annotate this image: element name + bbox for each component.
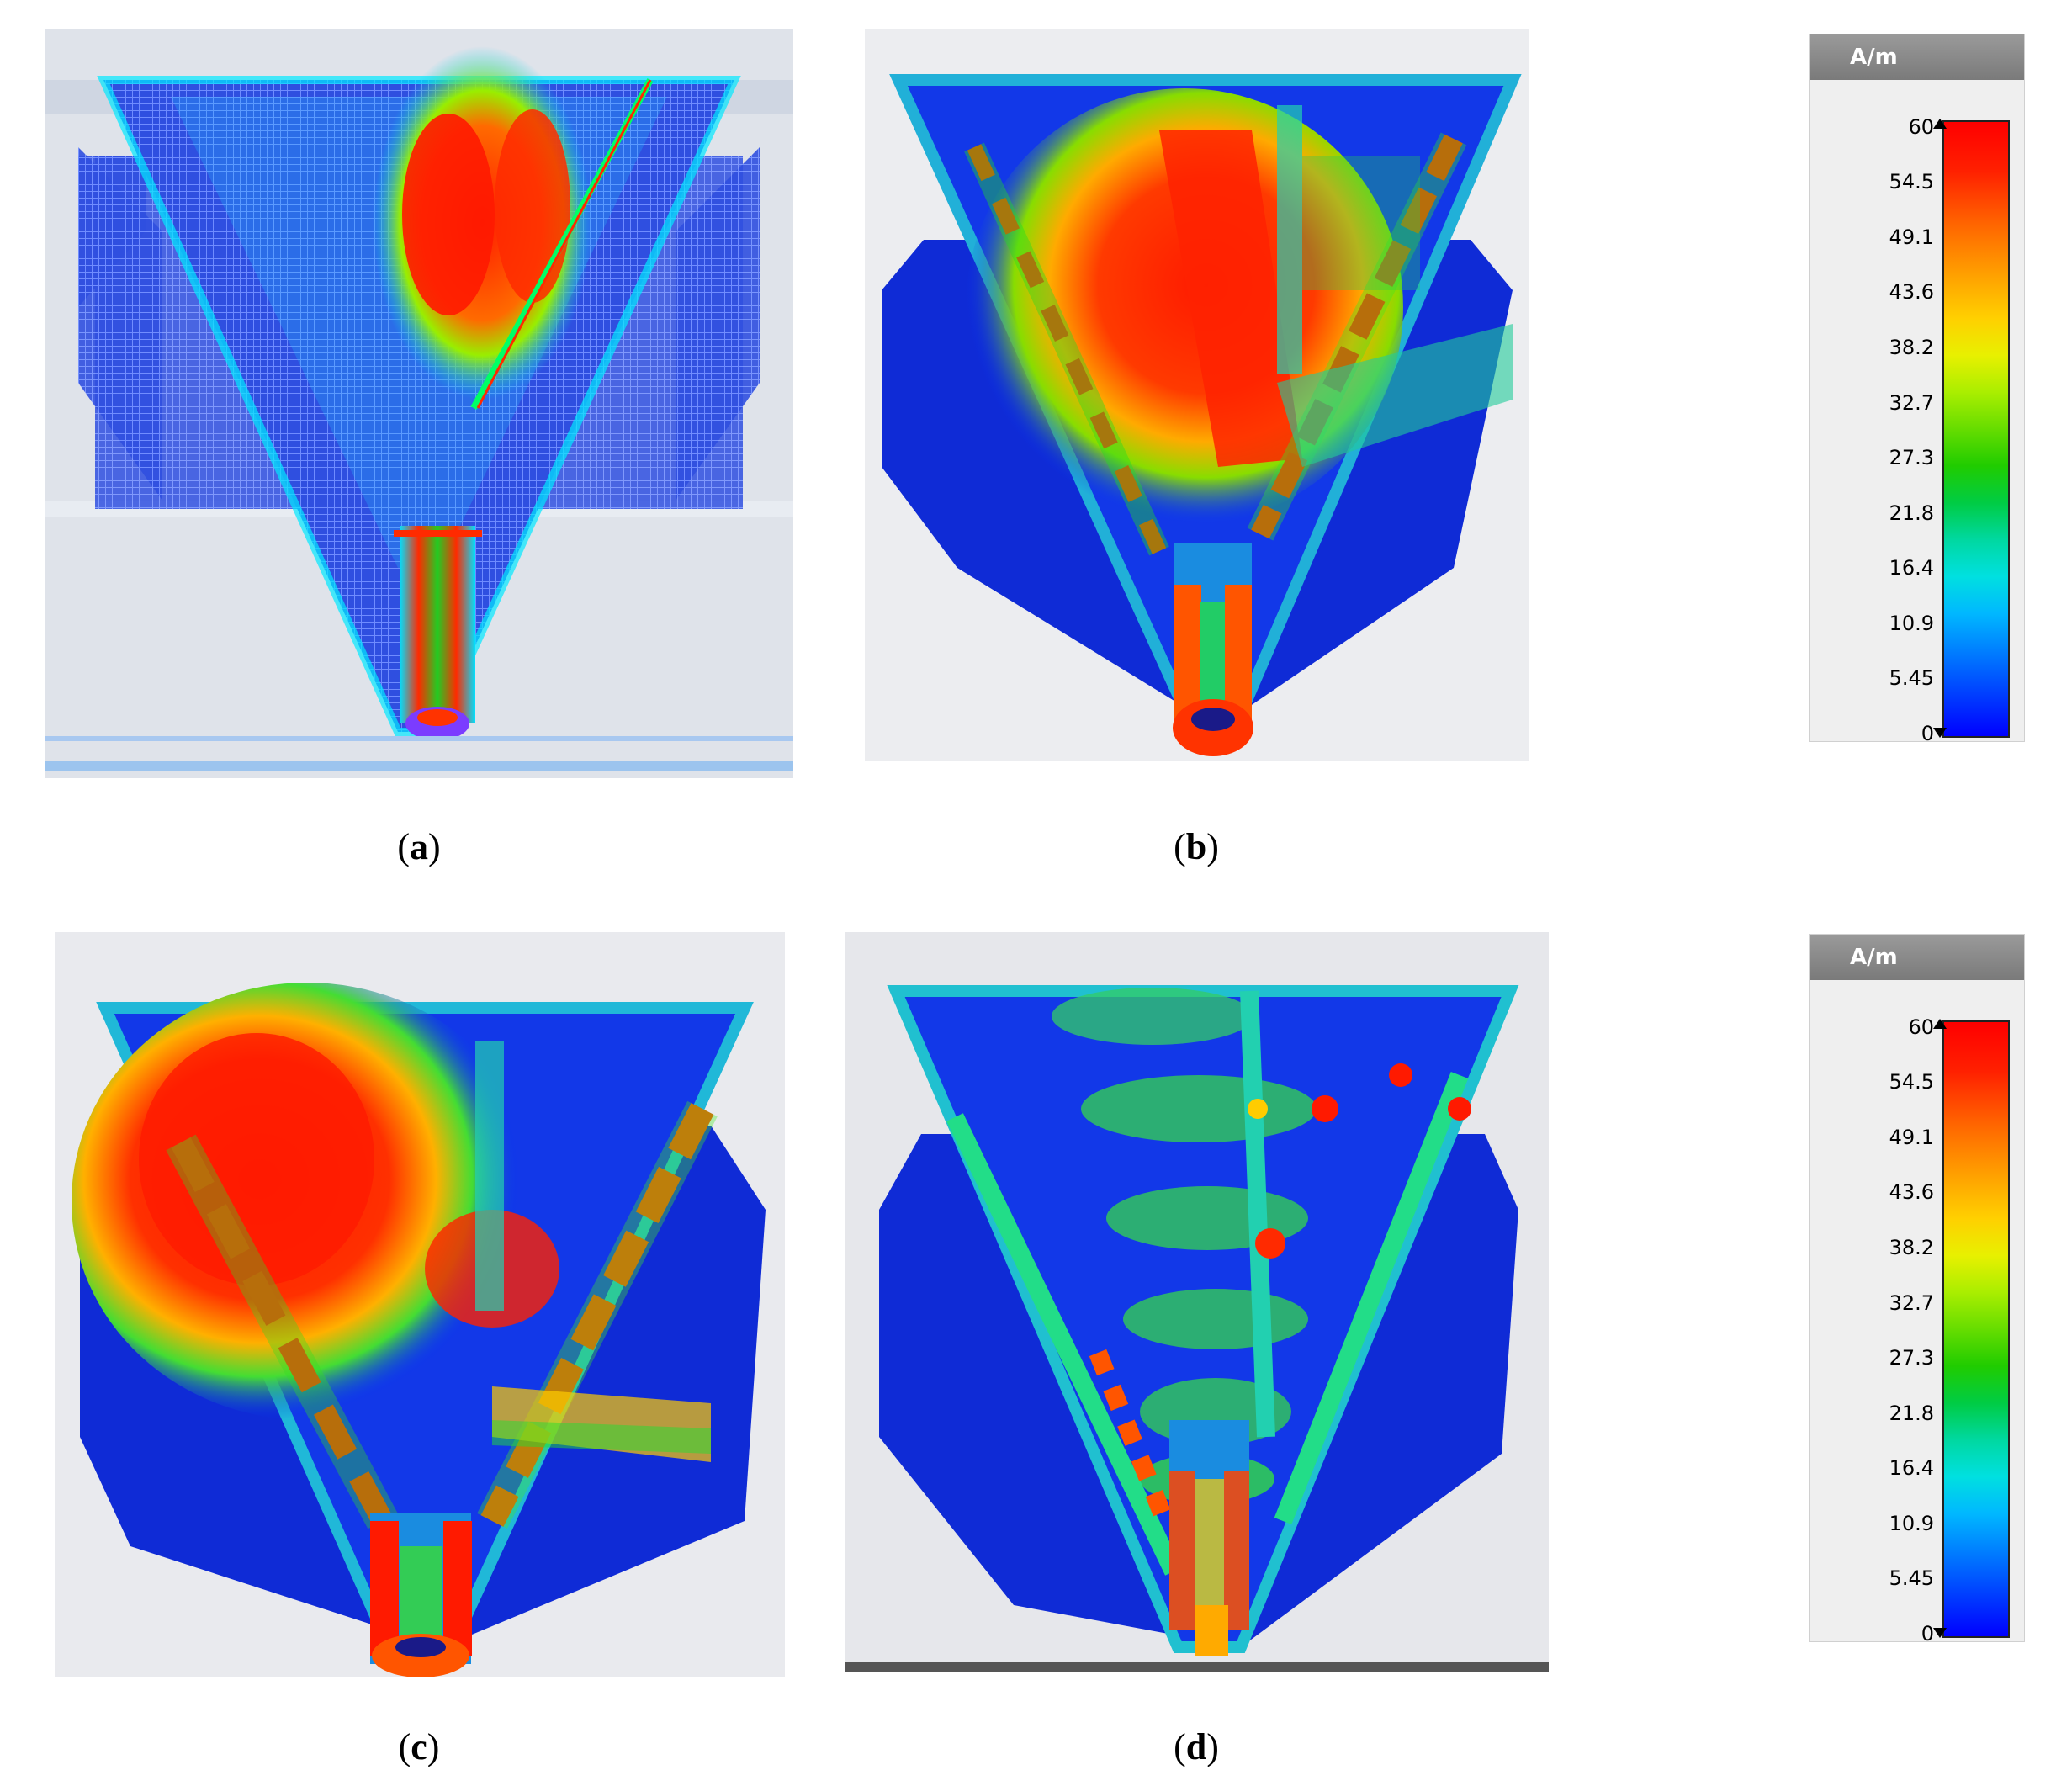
field-plot-b-svg — [865, 29, 1529, 761]
tick-label: 27.3 — [1889, 1346, 1934, 1370]
arrow-up-icon — [1933, 1019, 1947, 1029]
legend-color-bar — [1942, 120, 2010, 738]
tick-label: 16.4 — [1889, 556, 1934, 580]
tick-label: 54.5 — [1889, 1070, 1934, 1094]
field-plot-b — [865, 29, 1529, 761]
tick-label: 60 — [1908, 115, 1934, 139]
caption-b-letter: b — [1185, 826, 1207, 867]
field-plot-d — [845, 932, 1549, 1672]
tick-label: 5.45 — [1889, 666, 1934, 690]
legend-color-bar — [1942, 1020, 2010, 1638]
tick-label: 27.3 — [1889, 446, 1934, 469]
arrow-up-icon — [1933, 119, 1947, 129]
tick-label: 5.45 — [1889, 1566, 1934, 1590]
tick-label: 0 — [1921, 1622, 1934, 1646]
tick-label: 10.9 — [1889, 1512, 1934, 1535]
field-plot-c-svg — [55, 932, 785, 1677]
legend-unit: A/m — [1810, 34, 2024, 80]
caption-a-letter: a — [410, 826, 428, 867]
color-legend-top: A/m 60 54.5 49.1 43.6 38.2 32.7 27.3 21.… — [1809, 34, 2025, 745]
field-plot-c — [55, 932, 785, 1677]
tick-label: 38.2 — [1889, 1236, 1934, 1259]
tick-label: 21.8 — [1889, 1402, 1934, 1425]
tick-label: 21.8 — [1889, 501, 1934, 525]
arrow-down-icon — [1933, 1628, 1947, 1638]
legend-unit: A/m — [1810, 935, 2024, 980]
caption-c: (c) — [398, 1726, 440, 1767]
tick-label: 32.7 — [1889, 391, 1934, 415]
tick-label: 49.1 — [1889, 1126, 1934, 1149]
caption-b: (b) — [1174, 826, 1219, 867]
tick-label: 38.2 — [1889, 336, 1934, 359]
field-plot-a — [45, 29, 793, 778]
arrow-down-icon — [1933, 728, 1947, 738]
color-legend-bottom: A/m 60 54.5 49.1 43.6 38.2 32.7 27.3 21.… — [1809, 934, 2025, 1646]
legend-scale: 60 54.5 49.1 43.6 38.2 32.7 27.3 21.8 16… — [1810, 980, 2024, 1646]
legend-scale: 60 54.5 49.1 43.6 38.2 32.7 27.3 21.8 16… — [1810, 80, 2024, 745]
tick-label: 43.6 — [1889, 1180, 1934, 1204]
tick-label: 0 — [1921, 722, 1934, 745]
tick-label: 32.7 — [1889, 1291, 1934, 1315]
tick-label: 43.6 — [1889, 280, 1934, 304]
caption-c-letter: c — [411, 1726, 427, 1767]
caption-d-letter: d — [1185, 1726, 1207, 1767]
field-plot-a-svg — [45, 29, 793, 778]
tick-label: 60 — [1908, 1015, 1934, 1039]
field-plot-d-svg — [845, 932, 1549, 1672]
tick-label: 16.4 — [1889, 1456, 1934, 1480]
tick-label: 54.5 — [1889, 170, 1934, 193]
caption-d: (d) — [1174, 1726, 1219, 1767]
caption-a: (a) — [397, 826, 441, 867]
tick-label: 10.9 — [1889, 612, 1934, 635]
tick-label: 49.1 — [1889, 225, 1934, 249]
